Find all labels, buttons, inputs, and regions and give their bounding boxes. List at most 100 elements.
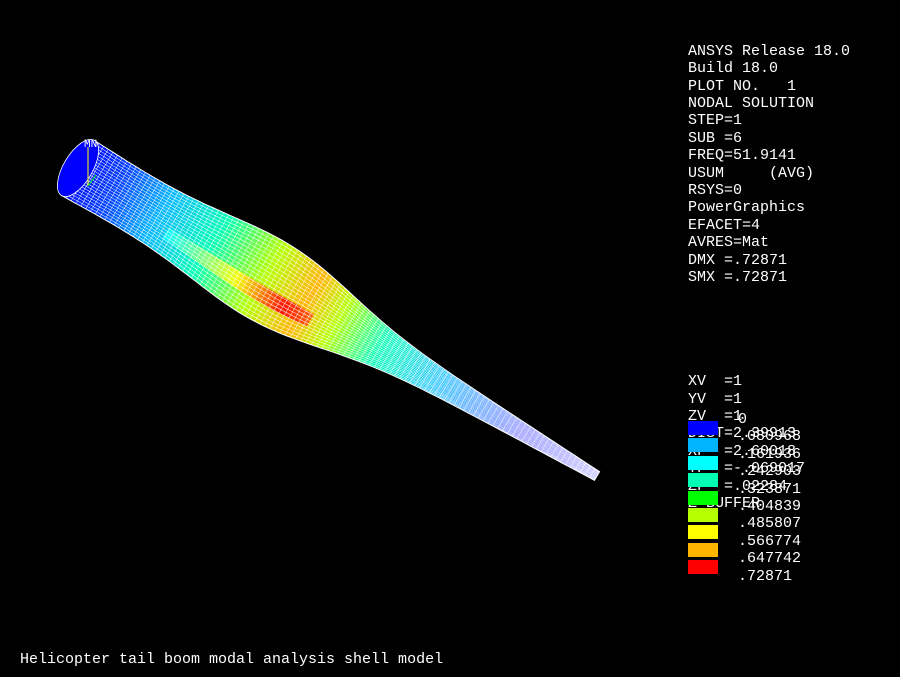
mesh-line-circumferential xyxy=(342,310,370,356)
mesh-line-circumferential xyxy=(132,183,165,237)
mesh-line-circumferential xyxy=(404,352,422,381)
mesh-line-circumferential xyxy=(217,228,260,299)
mesh-line-circumferential xyxy=(424,365,440,391)
mesh-line-circumferential xyxy=(574,459,582,471)
mesh-line-circumferential xyxy=(536,435,545,450)
mesh-line-circumferential xyxy=(521,426,531,442)
solution-info-line: USUM (AVG) xyxy=(688,164,815,182)
mesh-line-circumferential xyxy=(368,328,392,366)
mesh-line-circumferential xyxy=(221,230,265,302)
mesh-line-circumferential xyxy=(321,295,354,349)
legend-swatch xyxy=(688,490,718,505)
node-marker: MN xyxy=(84,139,97,187)
legend-swatch xyxy=(688,560,718,575)
mesh-line-circumferential xyxy=(85,155,118,209)
mesh-line-circumferential xyxy=(555,447,564,460)
solution-info-line: DMX =.72871 xyxy=(688,251,788,269)
mesh-line-circumferential xyxy=(104,166,137,220)
mesh-line-circumferential xyxy=(254,249,298,322)
mesh-line-circumferential xyxy=(164,200,199,259)
mesh-line-circumferential xyxy=(448,380,463,404)
mesh-line-circumferential xyxy=(137,185,170,240)
mesh-line-circumferential xyxy=(477,399,490,419)
legend-label: .485807 xyxy=(738,515,802,533)
mesh-line-circumferential xyxy=(310,287,346,345)
mesh-line-circumferential xyxy=(80,152,114,207)
mesh-line-circumferential xyxy=(264,255,307,327)
view-info-line: XV =1 xyxy=(688,373,743,391)
mesh-line-circumferential xyxy=(191,214,230,279)
mesh-line-circumferential xyxy=(569,456,577,468)
mesh-line-circumferential xyxy=(155,196,190,252)
legend-label: .161936 xyxy=(738,445,802,463)
boom-body xyxy=(61,140,600,481)
mesh-line-circumferential xyxy=(511,420,522,437)
legend-label: .323871 xyxy=(738,480,802,498)
mesh-line-circumferential xyxy=(482,402,495,421)
legend-swatch xyxy=(688,473,718,488)
mesh-line-circumferential xyxy=(468,393,481,414)
mesh-line-circumferential xyxy=(118,175,151,229)
solution-info-line: STEP=1 xyxy=(688,112,743,130)
mesh-line-circumferential xyxy=(199,219,240,285)
mesh-line-circumferential xyxy=(337,306,366,354)
mesh-line-circumferential xyxy=(516,423,527,440)
view-info-line: ZV =1 xyxy=(688,408,743,426)
boom-outline xyxy=(60,139,601,481)
legend-swatch xyxy=(688,438,718,453)
graphics-viewport[interactable]: MN xyxy=(0,0,680,640)
mesh-line-circumferential xyxy=(487,405,499,424)
mesh-line-circumferential xyxy=(240,240,284,314)
mesh-line-circumferential xyxy=(259,252,303,325)
mesh-line-circumferential xyxy=(579,462,587,473)
mesh-line-circumferential xyxy=(245,243,289,317)
legend-label: .404839 xyxy=(738,498,802,515)
mesh-line-circumferential xyxy=(146,191,180,246)
mesh-line-circumferential xyxy=(414,359,431,386)
legend-label: .566774 xyxy=(738,532,802,550)
plot-title: Helicopter tail boom modal analysis shel… xyxy=(20,651,444,668)
solution-info-line: SMX =.72871 xyxy=(688,268,788,286)
legend-label: .72871 xyxy=(738,567,793,585)
solution-info-line: PLOT NO. 1 xyxy=(688,77,797,95)
mesh-line-circumferential xyxy=(305,284,341,344)
boom-mesh-lines xyxy=(61,140,600,481)
legend-swatch xyxy=(688,525,718,540)
mesh-line-circumferential xyxy=(226,233,270,305)
mesh-line-circumferential xyxy=(75,149,109,204)
mesh-line-circumferential xyxy=(295,276,333,340)
mesh-line-circumferential xyxy=(443,377,458,401)
mesh-line-circumferential xyxy=(269,259,312,329)
mesh-line-circumferential xyxy=(389,342,409,375)
mesh-line-circumferential xyxy=(379,335,400,370)
mesh-line-circumferential xyxy=(123,177,156,231)
mesh-line-circumferential xyxy=(409,355,427,384)
mesh-line-circumferential xyxy=(584,465,591,476)
mesh-line-circumferential xyxy=(453,384,467,406)
mesh-line-circumferential xyxy=(363,325,387,364)
view-info-line: YV =1 xyxy=(688,390,743,408)
tail-boom-model: MN xyxy=(57,139,601,481)
mesh-line-circumferential xyxy=(394,346,413,377)
mesh-line-circumferential xyxy=(419,362,435,389)
mesh-line-circumferential xyxy=(497,411,508,429)
solution-info-line: AVRES=Mat xyxy=(688,234,770,252)
mesh-line-circumferential xyxy=(279,265,320,334)
mesh-line-circumferential xyxy=(326,299,358,351)
mesh-line-circumferential xyxy=(540,438,550,452)
legend-swatch xyxy=(688,421,718,435)
mesh-line-circumferential xyxy=(463,390,476,411)
mesh-line-circumferential xyxy=(128,180,161,234)
mesh-line-circumferential xyxy=(90,157,123,212)
mesh-line-circumferential xyxy=(507,417,518,434)
solution-info-line: EFACET=4 xyxy=(688,216,761,234)
mesh-line-circumferential xyxy=(438,374,454,399)
mesh-line-circumferential xyxy=(384,339,404,372)
solution-info: ANSYS Release 18.0 Build 18.0 PLOT NO. 1 NO… xyxy=(688,43,850,286)
mesh-line-circumferential xyxy=(95,160,128,215)
mesh-line-circumferential xyxy=(114,172,146,226)
mesh-line-circumferential xyxy=(316,291,350,347)
mesh-line-circumferential xyxy=(231,235,275,308)
legend-swatch xyxy=(688,508,718,522)
legend-label: .647742 xyxy=(738,550,802,568)
